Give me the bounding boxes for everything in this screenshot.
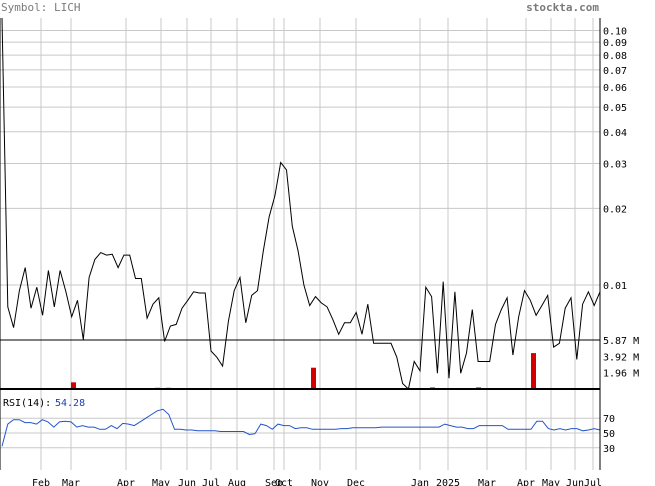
watermark-label: stockta.com: [526, 1, 599, 14]
price-line: [1, 17, 601, 390]
volume-axis: 5.87 M 3.92 M 1.96 M: [603, 336, 639, 380]
rsi-tick-label: 50: [603, 429, 615, 440]
month-tick-label: Apr: [117, 478, 135, 486]
month-tick-label: Jul: [202, 478, 220, 486]
month-tick-label: Mar: [478, 478, 496, 486]
month-tick-label: Mar: [62, 478, 80, 486]
price-tick-label: 0.07: [603, 66, 627, 77]
month-tick-label: May: [542, 478, 560, 486]
month-tick-label: Jan: [411, 478, 429, 486]
month-tick-label: Jun: [178, 478, 196, 486]
rsi-indicator-label: RSI(14):: [3, 398, 51, 409]
volume-tick-label: 5.87 M: [603, 336, 639, 347]
price-tick-label: 0.06: [603, 83, 627, 94]
volume-bar-8: [531, 353, 536, 389]
price-tick-label: 0.04: [603, 128, 627, 139]
month-tick-label: Feb: [32, 478, 50, 486]
rsi-line: [1, 408, 601, 447]
month-tick-label: 2025: [436, 478, 460, 486]
price-tick-label: 0.05: [603, 103, 627, 114]
month-tick-label: Oct: [275, 478, 293, 486]
month-tick-label: Dec: [347, 478, 365, 486]
month-tick-label: Sep: [265, 478, 283, 486]
month-tick-label: May: [152, 478, 170, 486]
rsi-indicator-value: 54.28: [55, 398, 85, 409]
month-tick-label: Jul: [584, 478, 602, 486]
rsi-tick-label: 30: [603, 444, 615, 455]
price-tick-label: 0.01: [603, 281, 627, 292]
price-tick-label: 0.10: [603, 27, 627, 38]
volume-bar-1: [71, 382, 76, 389]
month-tick-label: Jun: [566, 478, 584, 486]
price-tick-label: 0.02: [603, 204, 627, 215]
price-axis: 0.100.09 0.08 0.07 0.06 0.05 0.04 0.03 0.02 0.01: [603, 27, 627, 292]
price-tick-label: 0.08: [603, 51, 627, 62]
rsi-tick-label: 70: [603, 414, 615, 425]
price-tick-label: 0.03: [603, 160, 627, 171]
volume-tick-label: 1.96 M: [603, 369, 639, 380]
rsi-axis: 70 50 30: [603, 414, 615, 455]
month-tick-label: Apr: [517, 478, 535, 486]
month-tick-label: Aug: [228, 478, 246, 486]
volume-bar-5: [311, 367, 316, 389]
grid-lines: [0, 18, 600, 470]
price-tick-label: 0.09: [603, 38, 627, 49]
month-tick-label: Nov: [311, 478, 329, 486]
symbol-label: Symbol: LICH: [1, 1, 80, 14]
volume-tick-label: 3.92 M: [603, 352, 639, 363]
